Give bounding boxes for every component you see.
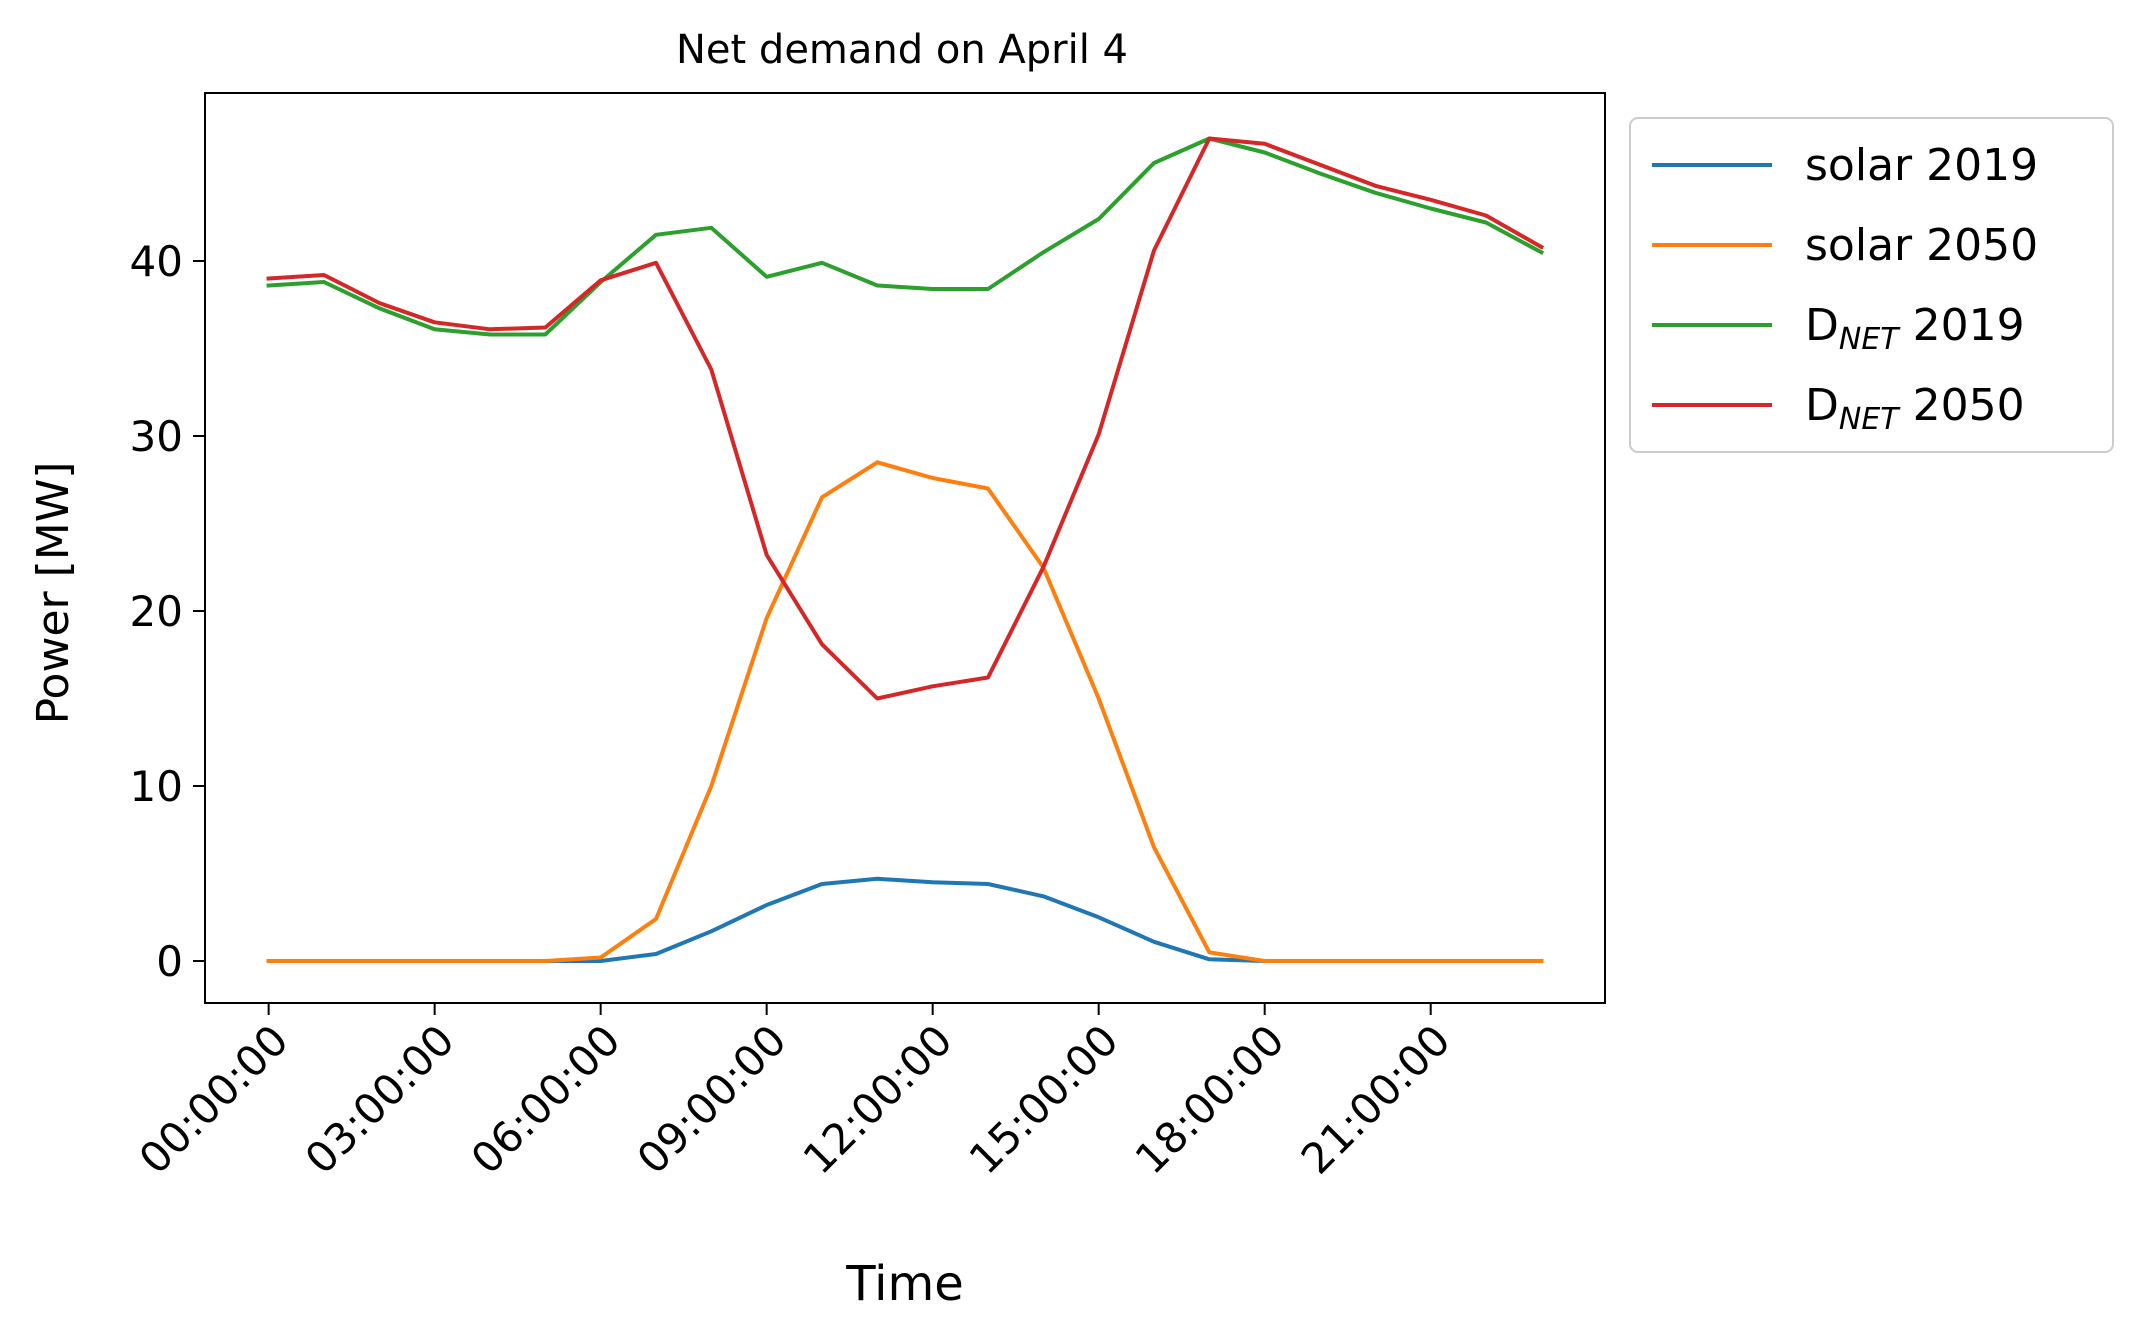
- legend-label: solar 2019: [1805, 140, 2038, 191]
- legend: solar 2019 solar 2050 DNET 2019 DNET 2050: [1629, 117, 2114, 453]
- plot-lines: [266, 136, 1545, 963]
- legend-label: solar 2050: [1805, 220, 2038, 271]
- legend-label: DNET 2050: [1805, 380, 2025, 437]
- plot-frame: [204, 92, 1606, 1004]
- y-tick-label: 10: [130, 762, 183, 811]
- legend-label: DNET 2019: [1805, 300, 2025, 357]
- y-tick-label: 20: [130, 587, 183, 636]
- legend-box: [1629, 117, 2114, 453]
- chart-title: Net demand on April 4: [676, 27, 1128, 73]
- y-axis: 0 10 20 30 40: [130, 237, 205, 986]
- y-tick-label: 40: [130, 237, 183, 286]
- y-tick-label: 0: [156, 937, 183, 986]
- y-tick-label: 30: [130, 412, 183, 461]
- series-line-4: [266, 136, 1545, 701]
- y-axis-label: Power [MW]: [28, 462, 79, 725]
- series-line-3: [266, 136, 1545, 337]
- series-line-2: [266, 460, 1544, 963]
- x-axis-label: Time: [845, 1256, 963, 1312]
